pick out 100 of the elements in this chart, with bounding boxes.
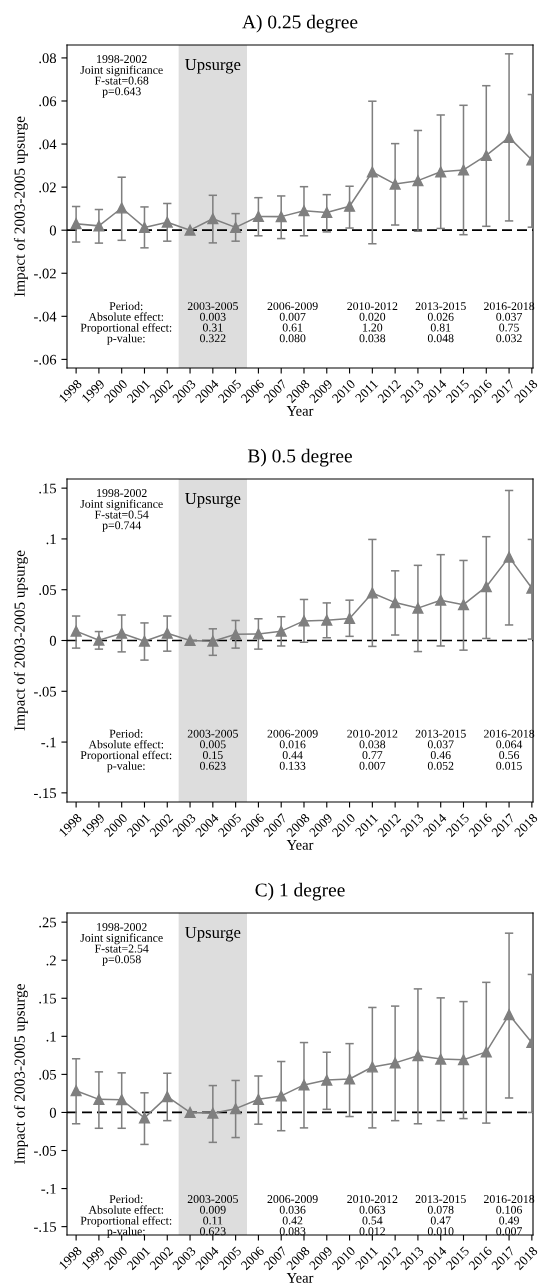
y-tick-label: .25 [39,917,57,928]
point [252,628,264,640]
point [138,221,151,233]
y-tick-label: 0 [49,635,57,646]
band-label: Upsurge [185,59,241,74]
x-axis-title: Year [286,406,314,416]
y-tick-label: .15 [39,483,57,494]
annotation: 1998-2002 Joint significance F-stat=0.54 p=0.744 [80,489,163,532]
band-label: Upsurge [185,926,241,942]
annotation: 2006-2009 0.036 0.42 0.083 [267,1195,318,1236]
y-tick-label: -.15 [34,1222,57,1232]
y-tick-label: -.06 [34,354,57,365]
point [435,1053,447,1065]
point [70,1085,82,1097]
annotation: 2010-2012 0.038 0.77 0.007 [347,729,398,770]
point [116,1094,128,1106]
point [457,164,470,176]
point [480,1046,492,1058]
point [389,1057,401,1069]
band-label: Upsurge [185,493,241,508]
point [412,1050,424,1062]
point [70,625,82,637]
point [480,581,492,593]
point [389,178,401,190]
chart-title: C) 1 degree [255,882,345,901]
point [161,627,173,639]
point [457,1054,470,1066]
annotation: 1998-2002 Joint significance F-stat=0.68 p=0.643 [80,55,163,98]
point [321,206,333,219]
point [480,149,492,162]
point [412,175,424,187]
point [344,1073,356,1085]
annotation: 2013-2015 0.078 0.47 0.010 [415,1195,466,1236]
annotation: Period: Absolute effect: Proportional effect: p-value: [80,301,172,345]
y-axis-title: Impact of 2003-2005 upsurge [13,550,28,731]
y-tick-label: -.02 [34,268,56,279]
y-tick-label: -.05 [34,1145,57,1156]
point [435,166,447,178]
point [184,1106,196,1118]
point [275,1090,287,1102]
annotation: 1998-2002 Joint significance F-stat=2.54 p=0.058 [80,923,163,966]
point [344,612,356,625]
y-tick-label: .1 [46,534,56,545]
y-tick-label: -.15 [34,788,57,799]
y-tick-label: .06 [39,96,57,107]
y-tick-label: .04 [39,139,57,150]
y-tick-label: .15 [39,993,57,1004]
point [230,221,242,233]
y-tick-label: .05 [39,1069,57,1080]
chart-title: A) 0.25 degree [242,14,358,33]
y-tick-label: 0 [49,1107,57,1118]
point [298,205,310,217]
annotation: 2013-2015 0.026 0.81 0.048 [415,302,466,343]
x-axis-title: Year [286,840,314,850]
point [207,635,219,647]
point [161,1091,173,1103]
y-tick-label: -.1 [41,1184,56,1194]
point [275,625,287,637]
annotation: 2003-2005 0.009 0.11 0.623 [187,1195,238,1236]
point [275,211,287,223]
y-axis-title: Impact of 2003-2005 upsurge [13,116,28,297]
x-tick-label: 2001 [126,813,151,838]
point [93,634,105,646]
x-tick-label: 2001 [126,1246,151,1271]
point [207,1107,219,1119]
y-axis-title: Impact of 2003-2005 upsurge [13,984,28,1164]
point [298,1079,310,1091]
point [321,1074,333,1086]
x-tick-label: 2001 [126,379,151,404]
point [184,224,196,236]
point [503,551,515,563]
point [412,602,424,614]
point [161,216,173,228]
annotation: 2013-2015 0.037 0.46 0.052 [415,729,466,770]
point [252,210,264,222]
point [457,599,470,611]
point [389,597,401,609]
annotation: 2003-2005 0.005 0.15 0.623 [187,729,238,770]
point [230,628,242,640]
y-tick-label: .08 [39,53,57,64]
point [344,200,356,212]
y-tick-label: -.1 [41,737,56,748]
annotation: Period: Absolute effect: Proportional effect: p-value: [80,1194,172,1238]
y-tick-label: .1 [46,1031,56,1042]
y-tick-label: .02 [39,182,56,193]
point [116,202,128,214]
annotation: 2010-2012 0.020 1.20 0.038 [347,302,398,343]
point [184,634,196,647]
point [298,615,310,627]
y-tick-label: 0 [49,225,57,236]
y-tick-label: -.05 [34,686,57,697]
y-tick-label: .2 [46,955,56,966]
point [138,1112,151,1124]
y-tick-label: -.04 [34,311,57,322]
point [93,1093,105,1105]
point [321,614,333,626]
point [138,635,151,647]
annotation: 2006-2009 0.016 0.44 0.133 [267,729,318,770]
point [230,1103,242,1115]
x-axis-title: Year [286,1273,314,1283]
